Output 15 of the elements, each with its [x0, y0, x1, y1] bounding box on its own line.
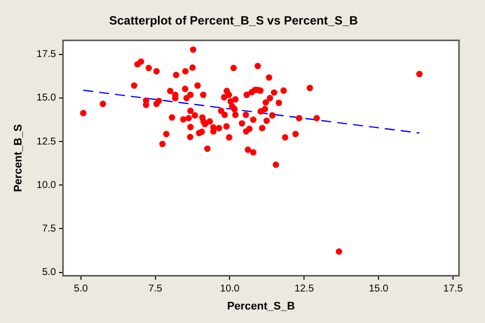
x-tick-label: 12.5 [294, 284, 314, 295]
y-tick-label: 7.5 [42, 223, 56, 234]
y-tick-label: 15.0 [36, 92, 56, 104]
chart-title: Scatterplot of Percent_B_S vs Percent_S_B [109, 14, 358, 28]
x-tick-label: 7.5 [148, 284, 163, 295]
y-tick-label: 5.0 [42, 267, 56, 278]
y-tick-label: 12.5 [36, 136, 56, 148]
x-tick-label: 5.0 [74, 284, 88, 295]
x-axis-title: Percent_S_B [227, 300, 295, 312]
x-tick-label: 17.5 [443, 284, 464, 295]
x-tick-label: 15.0 [368, 284, 389, 295]
y-axis-title: Percent_B_S [12, 124, 25, 192]
y-tick-label: 10.0 [36, 180, 56, 191]
x-tick-label: 10.0 [220, 284, 240, 295]
y-tick-label: 17.5 [36, 49, 56, 60]
